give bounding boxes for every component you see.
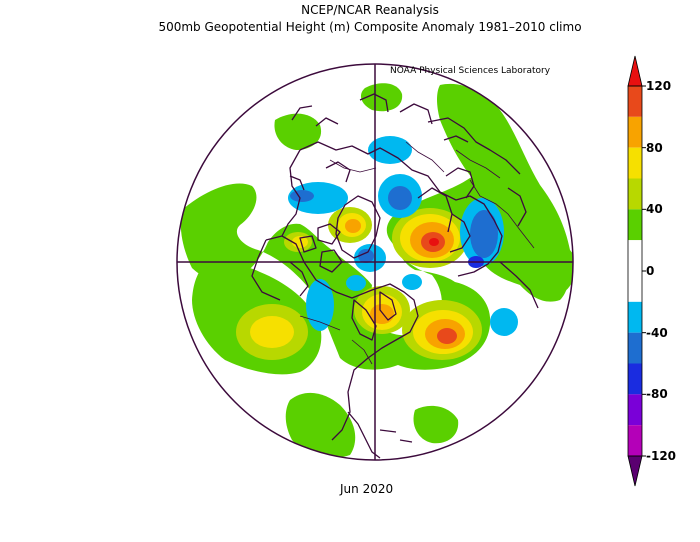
anomaly-field-pos100: [437, 328, 457, 344]
anomaly-field-pos20: [285, 392, 356, 458]
globe-boundary: [176, 63, 574, 461]
colorbar-segment: [628, 425, 642, 456]
country-borders: [299, 141, 535, 365]
colorbar-tick-label: 80: [646, 140, 663, 155]
date-label: Jun 2020: [340, 482, 394, 496]
anomaly-field-neg20: [490, 308, 518, 336]
colorbar-tick-label: -80: [646, 387, 668, 402]
anomaly-field-pos20: [274, 113, 322, 150]
anomaly-field-pos20: [413, 405, 459, 444]
anomaly-fields: [180, 83, 573, 459]
colorbar-segment: [628, 332, 642, 364]
anomaly-field-pos60: [250, 316, 294, 348]
map-subtitle: 500mb Geopotential Height (m) Composite …: [158, 20, 582, 34]
anomaly-field-neg40: [388, 186, 412, 210]
colorbar-segment: [628, 178, 642, 210]
colorbar-segment: [628, 116, 642, 148]
colorbar-segment: [628, 394, 642, 426]
anomaly-field-neg20: [402, 274, 422, 290]
anomaly-field-neg40: [358, 249, 374, 263]
colorbar-segment: [628, 209, 642, 241]
colorbar-segment: [628, 86, 642, 117]
anomaly-field-neg40: [470, 210, 498, 258]
anomaly-field-pos20: [437, 83, 573, 294]
anomaly-field-neg20: [368, 136, 412, 164]
colorbar-under-arrow: [627, 455, 643, 487]
colorbar-segment: [628, 363, 642, 395]
colorbar-segment: [628, 240, 642, 302]
anomaly-field-neg20: [306, 279, 334, 331]
colorbar-tick-label: 40: [646, 202, 663, 217]
anomaly-field-neg20: [288, 182, 348, 214]
colorbar-segment: [628, 301, 642, 333]
colorbar-tick-label: 120: [646, 79, 672, 93]
anomaly-field-pos80: [345, 219, 361, 233]
credit-label: NOAA Physical Sciences Laboratory: [390, 66, 551, 76]
colorbar-tick-label: 0: [646, 264, 655, 278]
anomaly-field-pos120: [429, 238, 439, 246]
colorbar-tick-label: -40: [646, 325, 668, 340]
colorbar-over-arrow: [627, 55, 643, 87]
anomaly-field-neg20: [346, 275, 366, 291]
colorbar-tick-label: -120: [646, 449, 677, 463]
coastlines: [251, 93, 539, 459]
map-title: NCEP/NCAR Reanalysis: [301, 3, 439, 17]
colorbar-segment: [628, 147, 642, 179]
